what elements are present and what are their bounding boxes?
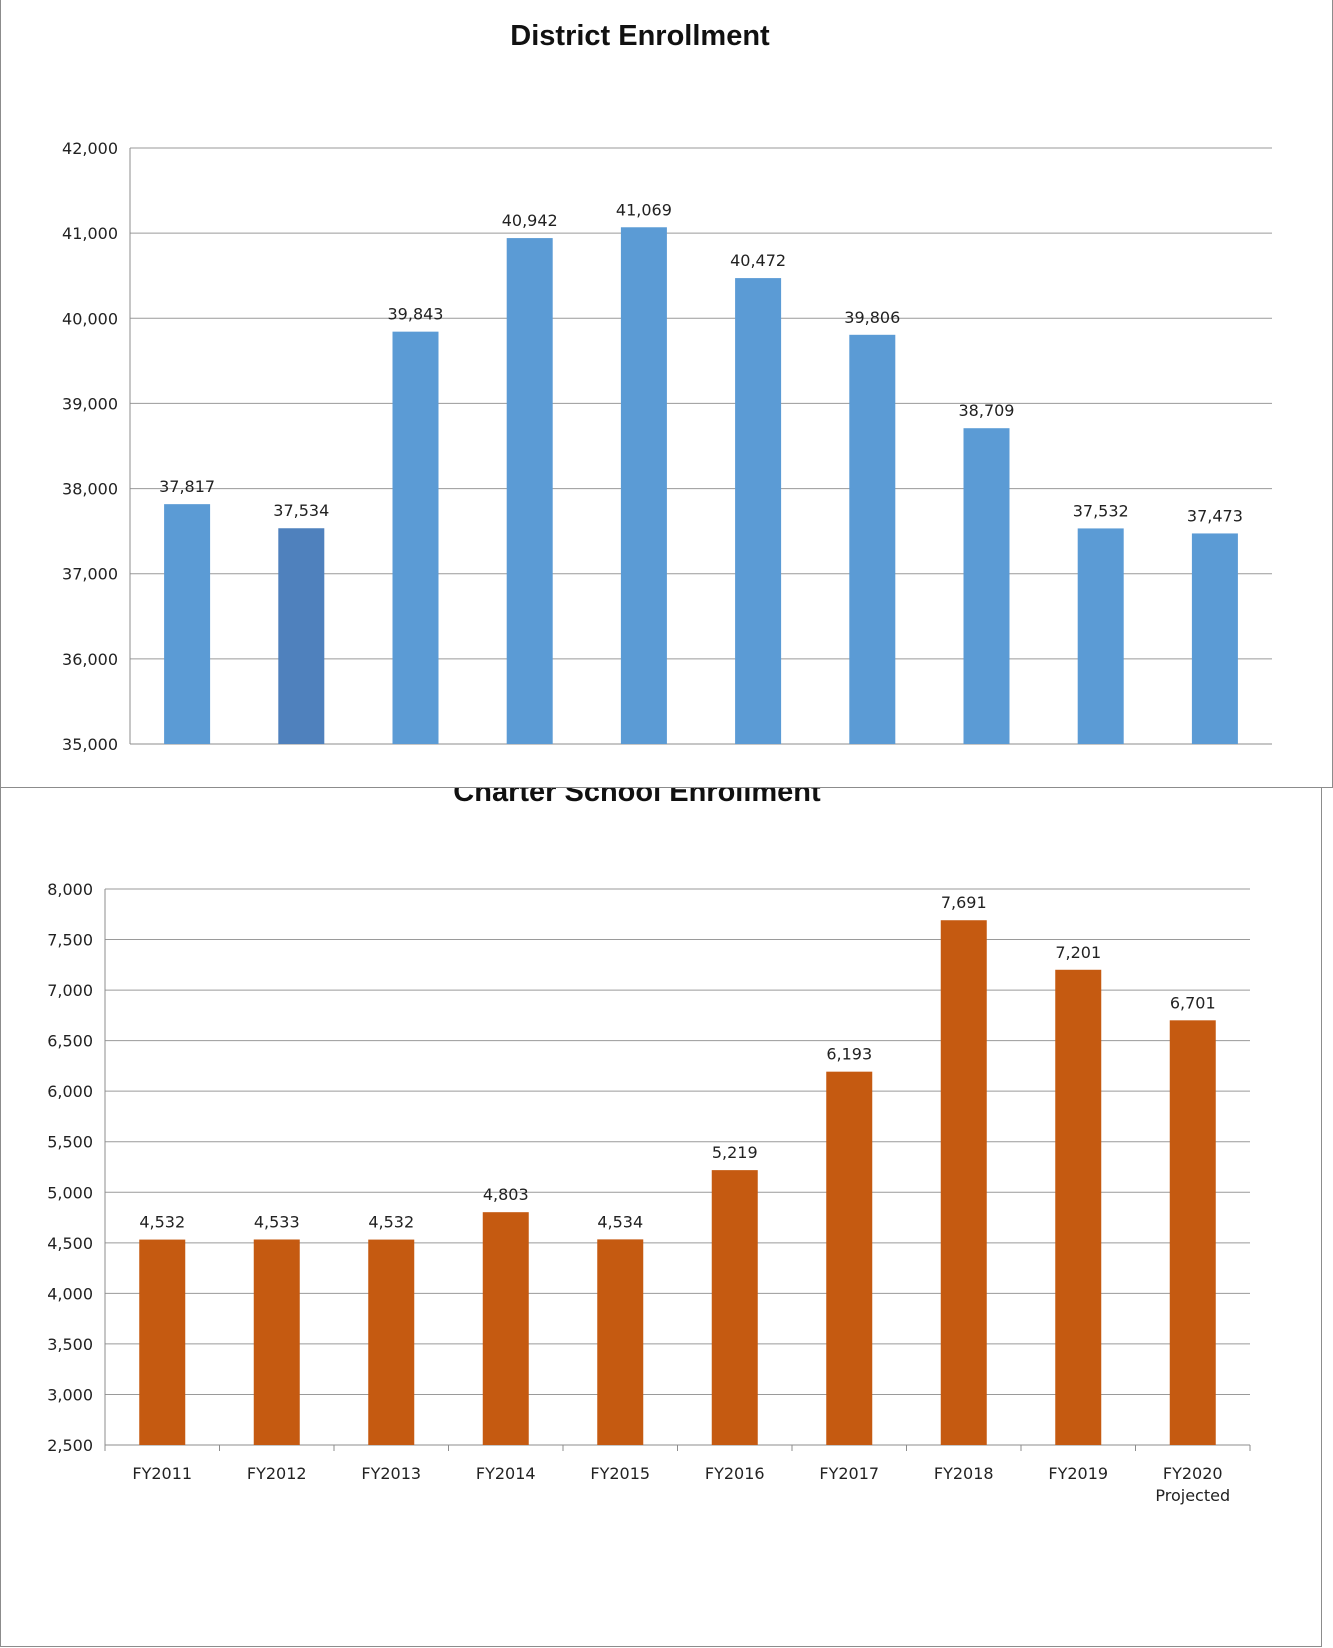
charter-ytick-label: 5,500 (47, 1133, 93, 1152)
district-data-label: 41,069 (616, 200, 672, 219)
district-bar (620, 227, 667, 744)
charter-data-label: 4,534 (597, 1212, 643, 1231)
district-data-label: 37,817 (159, 477, 215, 496)
charter-data-label: 4,532 (139, 1213, 185, 1232)
charter-data-label: 4,532 (368, 1213, 414, 1232)
charter-category-label: FY2012 (247, 1464, 307, 1483)
charter-category-label: FY2015 (590, 1464, 650, 1483)
district-data-label: 37,532 (1073, 501, 1129, 520)
district-ytick-label: 37,000 (62, 565, 118, 584)
charter-data-label: 7,201 (1055, 943, 1101, 962)
charter-ytick-label: 7,000 (47, 981, 93, 1000)
charter-bar (826, 1071, 873, 1445)
charter-category-label: FY2020 (1163, 1464, 1223, 1483)
district-data-label: 39,806 (844, 308, 900, 327)
charter-ytick-label: 3,000 (47, 1385, 93, 1404)
district-ytick-label: 40,000 (62, 309, 118, 328)
district-bar (1077, 528, 1124, 744)
district-bar (164, 504, 211, 744)
charter-enrollment-plot: Charter School Enrollment 2,500 3,000 3,50… (47, 788, 1251, 1505)
charter-ytick-label: 4,500 (47, 1234, 93, 1253)
charter-data-label: 6,701 (1170, 993, 1216, 1012)
charter-data-label: 6,193 (826, 1045, 872, 1064)
district-data-label: 40,472 (730, 251, 786, 270)
charter-bar (940, 920, 987, 1445)
charter-enrollment-chart: Charter School Enrollment 2,500 3,000 3,50… (0, 787, 1322, 1647)
charter-bar (1169, 1020, 1216, 1445)
charter-ytick-label: 4,000 (47, 1284, 93, 1303)
charter-bar (368, 1239, 415, 1445)
charter-bar (139, 1239, 186, 1445)
district-ytick-label: 42,000 (62, 139, 118, 158)
charter-category-label: FY2016 (705, 1464, 765, 1483)
charter-bar (482, 1212, 529, 1445)
charter-ytick-label: 7,500 (47, 931, 93, 950)
charter-category-label: FY2018 (934, 1464, 994, 1483)
charter-bar (253, 1239, 300, 1445)
charter-ytick-label: 3,500 (47, 1335, 93, 1354)
district-ytick-label: 41,000 (62, 224, 118, 243)
charter-category-label: FY2013 (361, 1464, 421, 1483)
district-data-label: 40,942 (502, 211, 558, 230)
district-bar (1191, 533, 1238, 744)
charter-ytick-label: 5,000 (47, 1183, 93, 1202)
district-data-label: 39,843 (388, 305, 444, 324)
district-bar (506, 238, 553, 744)
district-enrollment-chart: District Enrollment 35,000 36,000 37,000 38… (0, 0, 1333, 788)
charter-data-label: 4,803 (483, 1185, 529, 1204)
charter-category-label: FY2014 (476, 1464, 536, 1483)
district-bar (392, 331, 439, 744)
charter-data-label: 7,691 (941, 893, 987, 912)
district-ytick-label: 35,000 (62, 735, 118, 754)
charter-ytick-label: 8,000 (47, 880, 93, 899)
district-chart-title: District Enrollment (510, 20, 770, 52)
charter-chart-title: Charter School Enrollment (453, 788, 821, 808)
charter-bar (597, 1239, 644, 1445)
charter-ytick-label: 2,500 (47, 1436, 93, 1455)
district-bar (849, 334, 896, 744)
district-data-label: 37,473 (1187, 506, 1243, 525)
charter-category-label: FY2019 (1048, 1464, 1108, 1483)
district-ytick-label: 36,000 (62, 650, 118, 669)
charter-bar (1055, 969, 1102, 1445)
district-bar (735, 278, 782, 744)
district-enrollment-plot: District Enrollment 35,000 36,000 37,000 38… (62, 20, 1272, 754)
district-data-label: 38,709 (959, 401, 1015, 420)
charter-bar (711, 1170, 758, 1445)
charter-category-label: FY2017 (819, 1464, 879, 1483)
district-ytick-label: 38,000 (62, 480, 118, 499)
charter-data-label: 5,219 (712, 1143, 758, 1162)
charter-ytick-label: 6,500 (47, 1032, 93, 1051)
district-bar (278, 528, 325, 744)
charter-data-label: 4,533 (254, 1212, 300, 1231)
district-ytick-label: 39,000 (62, 394, 118, 413)
charter-category-label: Projected (1155, 1486, 1230, 1505)
charter-ytick-label: 6,000 (47, 1082, 93, 1101)
district-bar (963, 428, 1010, 744)
district-data-label: 37,534 (273, 501, 329, 520)
charter-category-label: FY2011 (132, 1464, 192, 1483)
